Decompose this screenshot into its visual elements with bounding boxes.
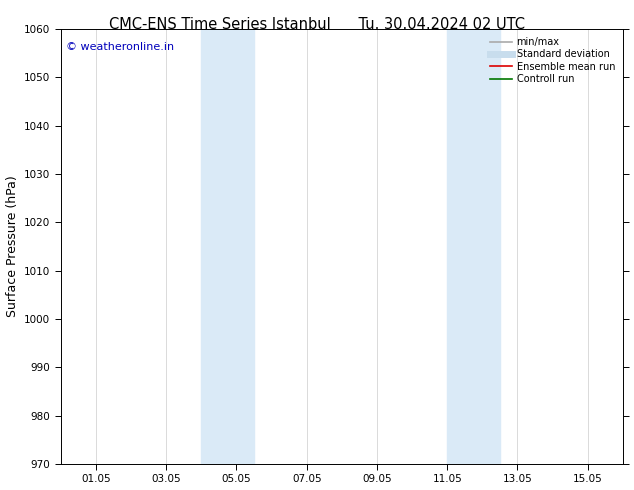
- Text: CMC-ENS Time Series Istanbul      Tu. 30.04.2024 02 UTC: CMC-ENS Time Series Istanbul Tu. 30.04.2…: [109, 17, 525, 32]
- Text: © weatheronline.in: © weatheronline.in: [67, 42, 174, 52]
- Legend: min/max, Standard deviation, Ensemble mean run, Controll run: min/max, Standard deviation, Ensemble me…: [488, 34, 618, 87]
- Y-axis label: Surface Pressure (hPa): Surface Pressure (hPa): [6, 176, 18, 318]
- Bar: [202, 29, 254, 464]
- Bar: [447, 29, 500, 464]
